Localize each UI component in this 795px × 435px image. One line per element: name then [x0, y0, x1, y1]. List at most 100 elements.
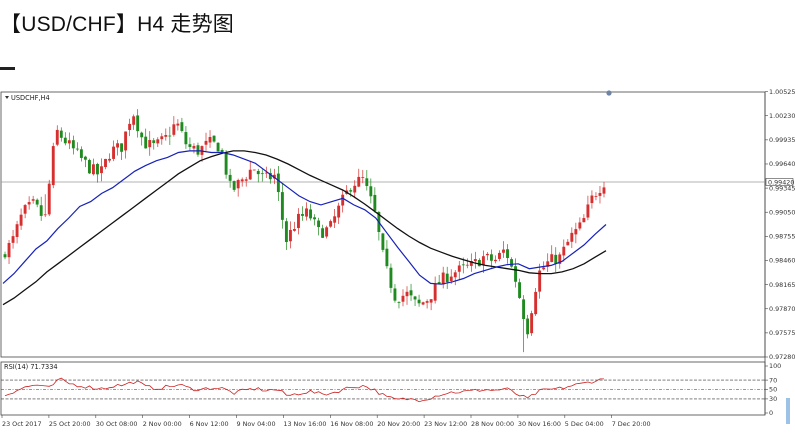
candle-body — [590, 195, 594, 204]
candle-body — [220, 150, 224, 153]
candle-body — [453, 272, 457, 278]
candle-body — [284, 221, 288, 243]
candle-body — [385, 248, 389, 267]
candle-body — [397, 302, 401, 303]
candle-body — [365, 178, 369, 187]
candle-body — [570, 232, 574, 242]
candle-body — [256, 170, 260, 175]
candle-body — [108, 158, 111, 161]
price-tick-label: 0.98460 — [769, 257, 795, 265]
candle-body — [602, 187, 606, 194]
candle-body — [313, 217, 316, 220]
candle-body — [208, 136, 212, 143]
chart-shift-marker-icon[interactable] — [606, 90, 612, 96]
candle-body — [401, 295, 405, 302]
candle-body — [92, 164, 95, 175]
time-tick-label: 25 Oct 20:00 — [49, 420, 91, 428]
candle-body — [389, 267, 393, 288]
time-tick-label: 23 Oct 2017 — [2, 420, 42, 428]
candle-body — [337, 205, 341, 218]
candle-body — [361, 177, 365, 178]
candle-body — [160, 136, 164, 140]
main-plot-frame — [0, 91, 766, 358]
candle-body — [353, 185, 357, 193]
candle-body — [465, 264, 469, 266]
candle-body — [3, 254, 7, 258]
candle-body — [260, 173, 264, 175]
candle-body — [594, 196, 598, 197]
time-tick-label: 6 Nov 12:00 — [190, 420, 229, 428]
rsi-tick-label: 50 — [769, 386, 777, 394]
ma-fast-line — [2, 150, 607, 285]
candle-body — [124, 131, 128, 151]
candle-body — [156, 139, 160, 144]
candle-body — [417, 299, 421, 304]
candle-body — [132, 116, 136, 125]
candle-body — [373, 194, 377, 211]
rsi-tick-label: 100 — [769, 362, 781, 370]
rsi-plot-frame — [0, 361, 766, 416]
candle-body — [47, 183, 51, 215]
candle-body — [11, 236, 15, 243]
candle-body — [546, 261, 550, 267]
price-axis-ticks: 1.00525 1.00230 0.99935 0.99640 0.99345 0.990… — [765, 88, 795, 361]
price-tick-label: 0.97280 — [769, 353, 795, 361]
candle-body — [59, 130, 63, 138]
candle-body — [510, 259, 513, 267]
time-tick-label: 5 Dec 04:00 — [565, 420, 604, 428]
price-tick-label: 0.99050 — [769, 208, 795, 216]
candle-body — [309, 209, 312, 219]
candle-body — [502, 249, 505, 253]
candle-body — [228, 174, 232, 181]
price-tick-label: 0.99935 — [769, 136, 795, 144]
rsi-label: RSI(14) 71.7334 — [4, 363, 58, 371]
candle-body — [31, 199, 35, 201]
candle-body — [562, 246, 566, 256]
candle-body — [232, 181, 236, 190]
candle-body — [128, 123, 132, 130]
candle-body — [204, 140, 208, 145]
candle-body — [276, 173, 280, 193]
candle-body — [554, 254, 558, 265]
time-tick-label: 7 Dec 20:00 — [612, 420, 651, 428]
scroll-handle[interactable] — [786, 398, 790, 424]
candle-body — [413, 296, 417, 300]
candle-body — [357, 176, 361, 187]
candle-body — [477, 259, 481, 267]
candle-body — [558, 254, 562, 264]
candle-body — [83, 156, 87, 160]
price-tick-label: 1.00230 — [769, 112, 795, 120]
candle-body — [75, 148, 79, 150]
candle-body — [586, 204, 590, 218]
candle-body — [485, 253, 489, 256]
candle-body — [405, 291, 409, 297]
time-tick-label: 30 Nov 16:00 — [518, 420, 561, 428]
candle-body — [288, 229, 292, 242]
candle-body — [168, 135, 172, 137]
candle-body — [27, 202, 31, 205]
price-tick-label: 1.00525 — [769, 88, 795, 96]
rsi-tick-label: 0 — [769, 409, 773, 417]
current-price-label: 0.99420 — [768, 178, 794, 186]
candle-body — [321, 228, 325, 238]
candle-body — [574, 229, 578, 235]
candle-body — [236, 179, 240, 189]
candle-body — [224, 152, 228, 175]
chart-menu-arrow-icon[interactable] — [5, 96, 9, 99]
candle-body — [248, 169, 252, 180]
candle-body — [272, 174, 276, 179]
candle-body — [506, 249, 509, 258]
candle-body — [449, 276, 453, 281]
rsi-line — [4, 377, 604, 403]
candle-body — [71, 140, 75, 149]
candle-body — [23, 205, 27, 214]
title-underline — [0, 67, 15, 70]
candle-body — [136, 115, 140, 132]
candle-body — [582, 218, 586, 223]
candle-body — [538, 270, 542, 292]
current-price-tag — [765, 178, 794, 186]
candle-body — [381, 233, 385, 250]
candle-body — [578, 222, 582, 229]
